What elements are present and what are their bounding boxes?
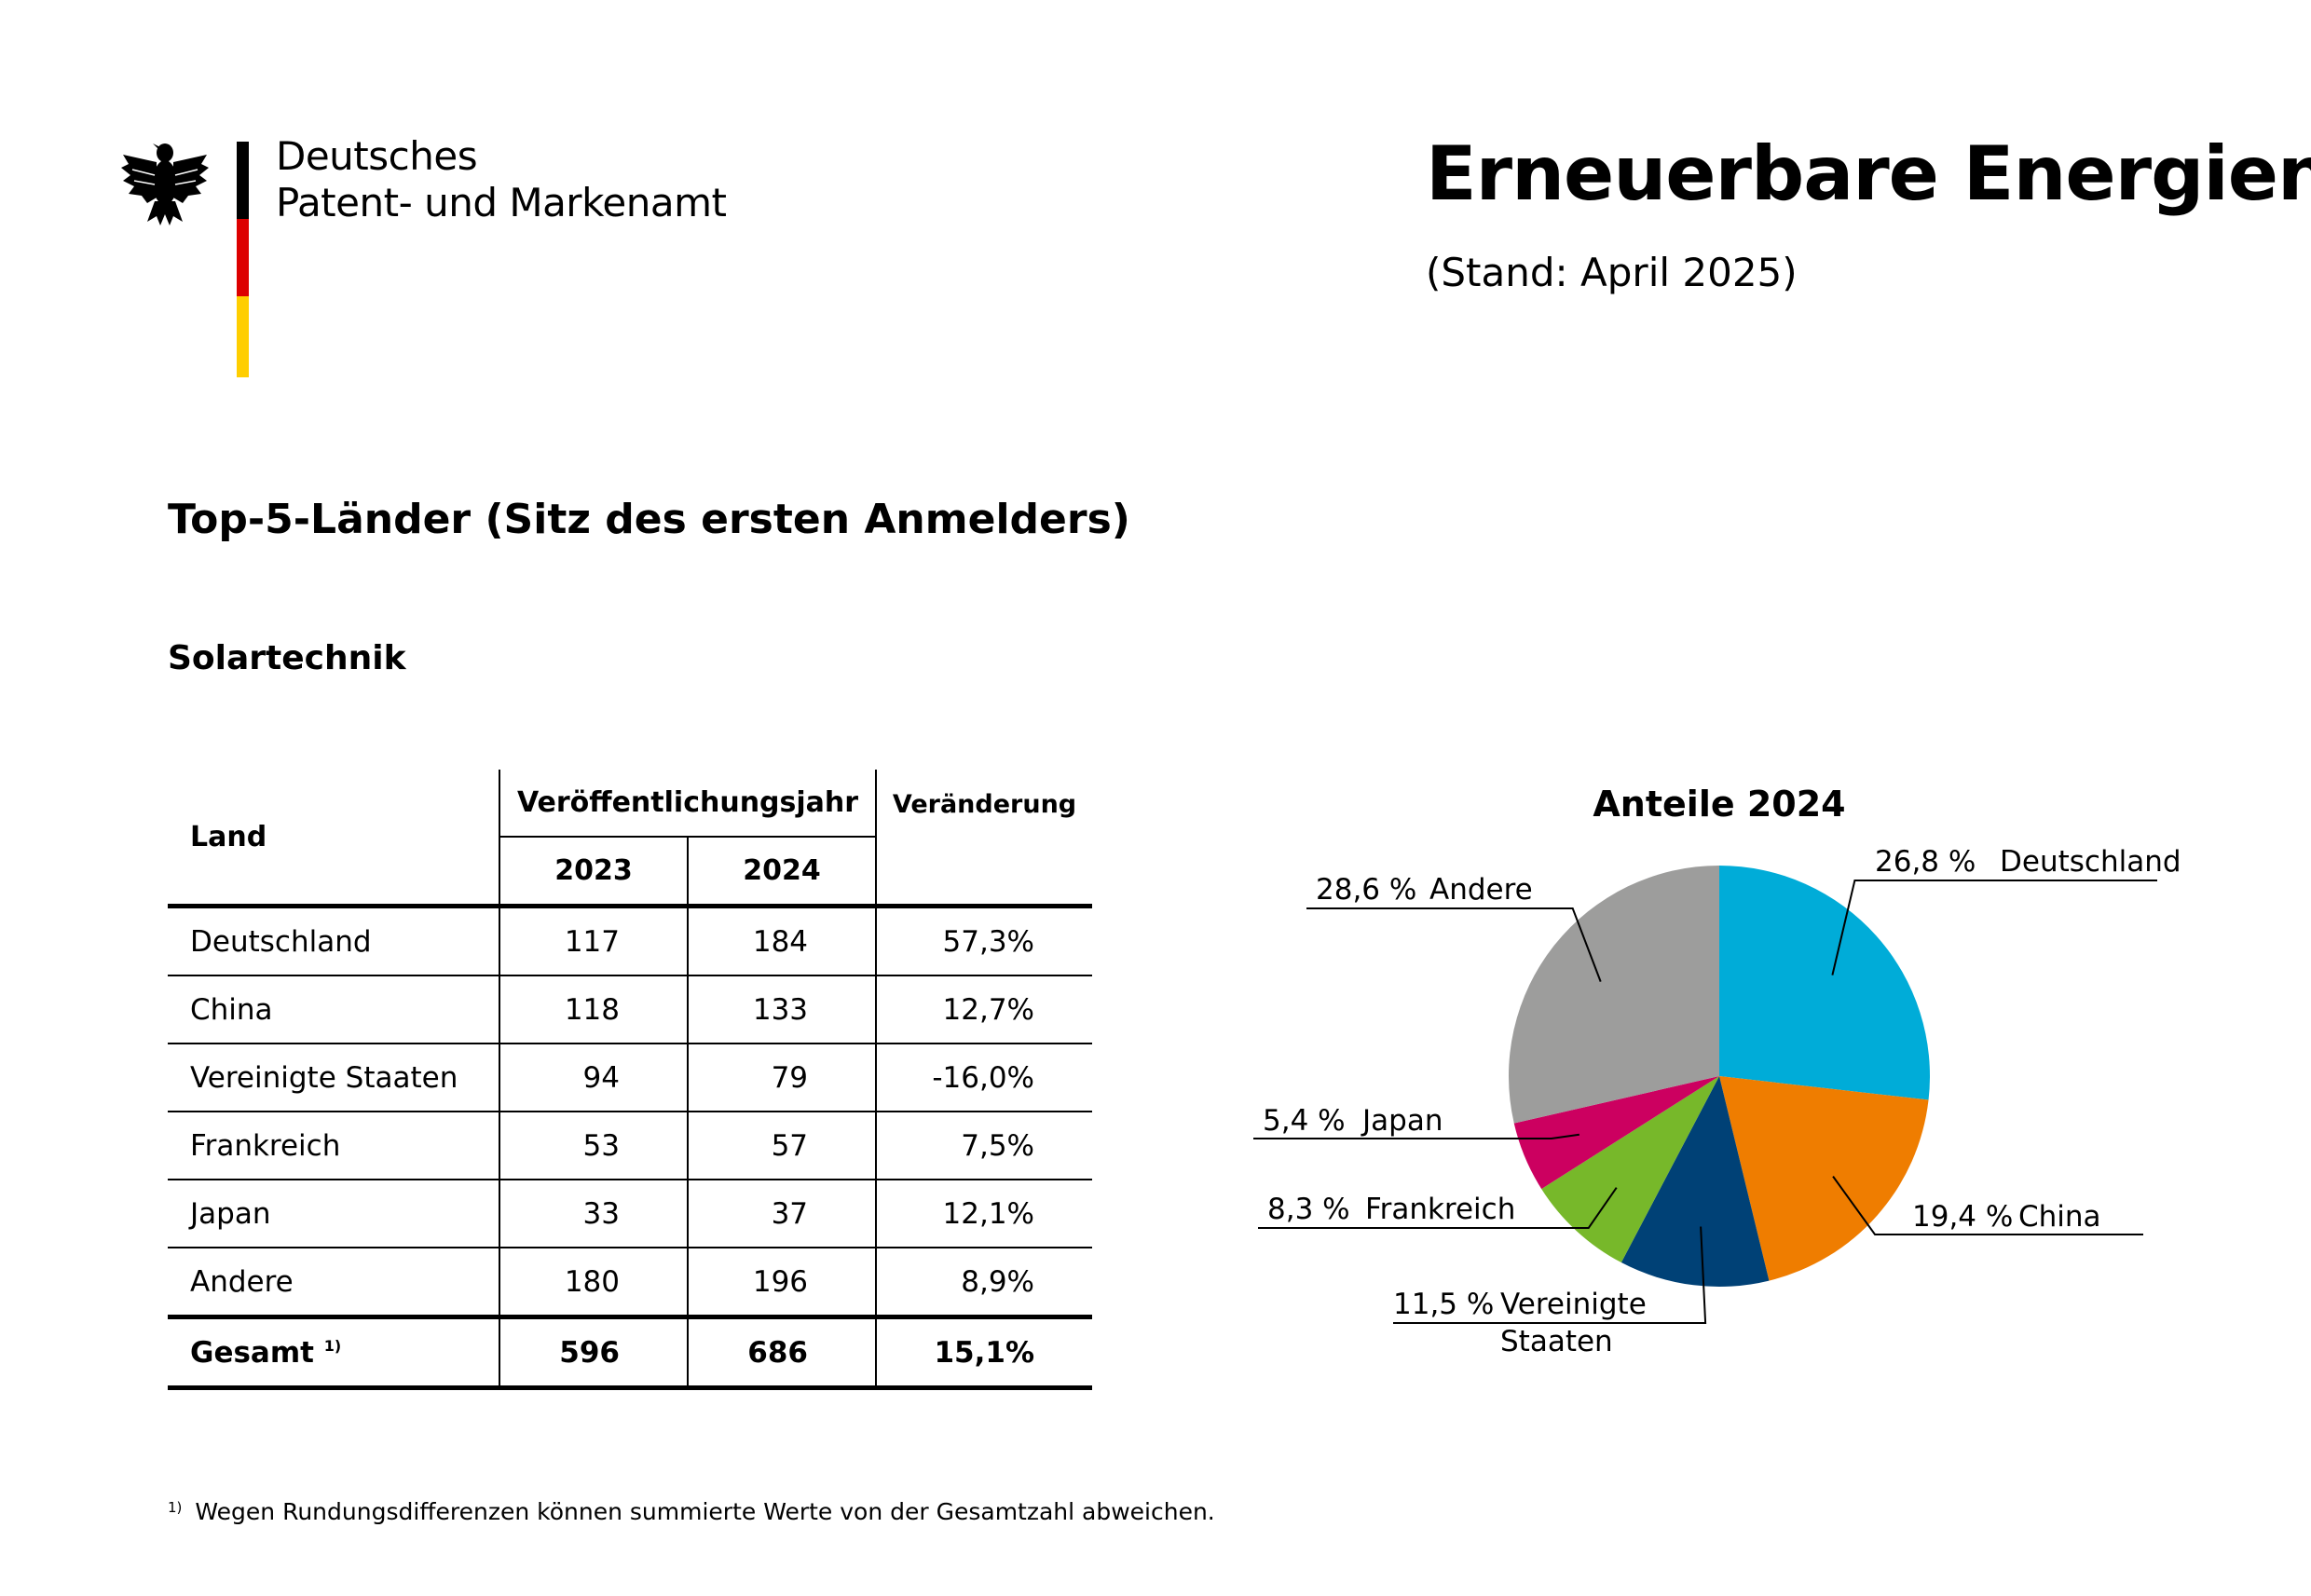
slice-name-label: Deutschland bbox=[2000, 845, 2181, 879]
cell-change: 12,7% bbox=[876, 975, 1092, 1044]
header-land: Land bbox=[168, 770, 499, 907]
table-row: Japan 33 37 12,1% bbox=[168, 1180, 1092, 1248]
total-label: Gesamt bbox=[190, 1336, 314, 1370]
page-date: (Stand: April 2025) bbox=[1426, 250, 1798, 295]
org-name-line2: Patent- und Markenamt bbox=[276, 180, 726, 226]
org-name-line1: Deutsches bbox=[276, 133, 477, 180]
cell-total-change: 15,1% bbox=[876, 1317, 1092, 1388]
cell-total-label: Gesamt 1) bbox=[168, 1317, 499, 1388]
section-title: Top-5-Länder (Sitz des ersten Anmelders) bbox=[168, 496, 1130, 543]
cell-2024: 79 bbox=[688, 1044, 876, 1112]
table-row: Vereinigte Staaten 94 79 -16,0% bbox=[168, 1044, 1092, 1112]
header-publication-year: Veröffentlichungsjahr bbox=[499, 770, 876, 837]
pie-slice-deutschland bbox=[1719, 866, 1930, 1100]
cell-2023: 53 bbox=[499, 1112, 688, 1180]
table-row: Deutschland 117 184 57,3% bbox=[168, 907, 1092, 976]
table-row: Andere 180 196 8,9% bbox=[168, 1248, 1092, 1317]
header-year-2024: 2024 bbox=[688, 837, 876, 907]
table-total-row: Gesamt 1) 596 686 15,1% bbox=[168, 1317, 1092, 1388]
slice-percent-label: 8,3 % bbox=[1267, 1193, 1350, 1226]
cell-land: Japan bbox=[168, 1180, 499, 1248]
cell-2023: 117 bbox=[499, 907, 688, 976]
slice-name-label: Vereinigte bbox=[1500, 1288, 1647, 1321]
table-row: Frankreich 53 57 7,5% bbox=[168, 1112, 1092, 1180]
subsection-title: Solartechnik bbox=[168, 639, 406, 677]
data-table: Land Veröffentlichungsjahr Veränderung 2… bbox=[168, 770, 1092, 1390]
cell-2024: 57 bbox=[688, 1112, 876, 1180]
cell-change: -16,0% bbox=[876, 1044, 1092, 1112]
cell-land: Vereinigte Staaten bbox=[168, 1044, 499, 1112]
cell-2023: 33 bbox=[499, 1180, 688, 1248]
slice-name-label: Japan bbox=[1361, 1104, 1443, 1138]
cell-change: 12,1% bbox=[876, 1180, 1092, 1248]
header-year-2023: 2023 bbox=[499, 837, 688, 907]
federal-eagle-icon bbox=[119, 138, 211, 227]
cell-change: 57,3% bbox=[876, 907, 1092, 976]
table-row: China 118 133 12,7% bbox=[168, 975, 1092, 1044]
cell-2023: 94 bbox=[499, 1044, 688, 1112]
slice-percent-label: 5,4 % bbox=[1263, 1104, 1346, 1138]
footnote-mark: 1) bbox=[168, 1499, 182, 1516]
slice-percent-label: 26,8 % bbox=[1875, 845, 1976, 879]
cell-total-2024: 686 bbox=[688, 1317, 876, 1388]
pie-chart: Anteile 2024 26,8 % Deutschland 19,4 %Chin… bbox=[1211, 764, 2218, 1398]
flag-bar-black bbox=[237, 142, 249, 219]
footnote: 1) Wegen Rundungsdifferenzen können summi… bbox=[168, 1498, 1215, 1525]
slice-name-label: Staaten bbox=[1500, 1325, 1613, 1358]
cell-2023: 180 bbox=[499, 1248, 688, 1317]
cell-change: 7,5% bbox=[876, 1112, 1092, 1180]
total-footnote-mark: 1) bbox=[324, 1337, 341, 1355]
cell-2024: 196 bbox=[688, 1248, 876, 1317]
flag-bar-red bbox=[237, 219, 249, 296]
cell-land: Frankreich bbox=[168, 1112, 499, 1180]
slice-percent-label: 11,5 % bbox=[1393, 1288, 1494, 1321]
slice-name-label: Andere bbox=[1429, 873, 1533, 907]
cell-2023: 118 bbox=[499, 975, 688, 1044]
slice-name-label: China bbox=[2018, 1200, 2101, 1234]
flag-bar-gold bbox=[237, 296, 249, 377]
slice-percent-label: 28,6 % bbox=[1316, 873, 1416, 907]
cell-total-2023: 596 bbox=[499, 1317, 688, 1388]
cell-2024: 37 bbox=[688, 1180, 876, 1248]
cell-2024: 184 bbox=[688, 907, 876, 976]
slice-percent-label: 19,4 % bbox=[1912, 1200, 2013, 1234]
slice-name-label: Frankreich bbox=[1365, 1193, 1515, 1226]
logo bbox=[119, 138, 211, 227]
footnote-text: Wegen Rundungsdifferenzen können summier… bbox=[195, 1498, 1214, 1525]
chart-title: Anteile 2024 bbox=[1593, 784, 1845, 825]
cell-land: China bbox=[168, 975, 499, 1044]
cell-land: Andere bbox=[168, 1248, 499, 1317]
page-title: Erneuerbare Energien bbox=[1426, 130, 2311, 217]
cell-2024: 133 bbox=[688, 975, 876, 1044]
header-change: Veränderung bbox=[876, 770, 1092, 907]
cell-change: 8,9% bbox=[876, 1248, 1092, 1317]
cell-land: Deutschland bbox=[168, 907, 499, 976]
